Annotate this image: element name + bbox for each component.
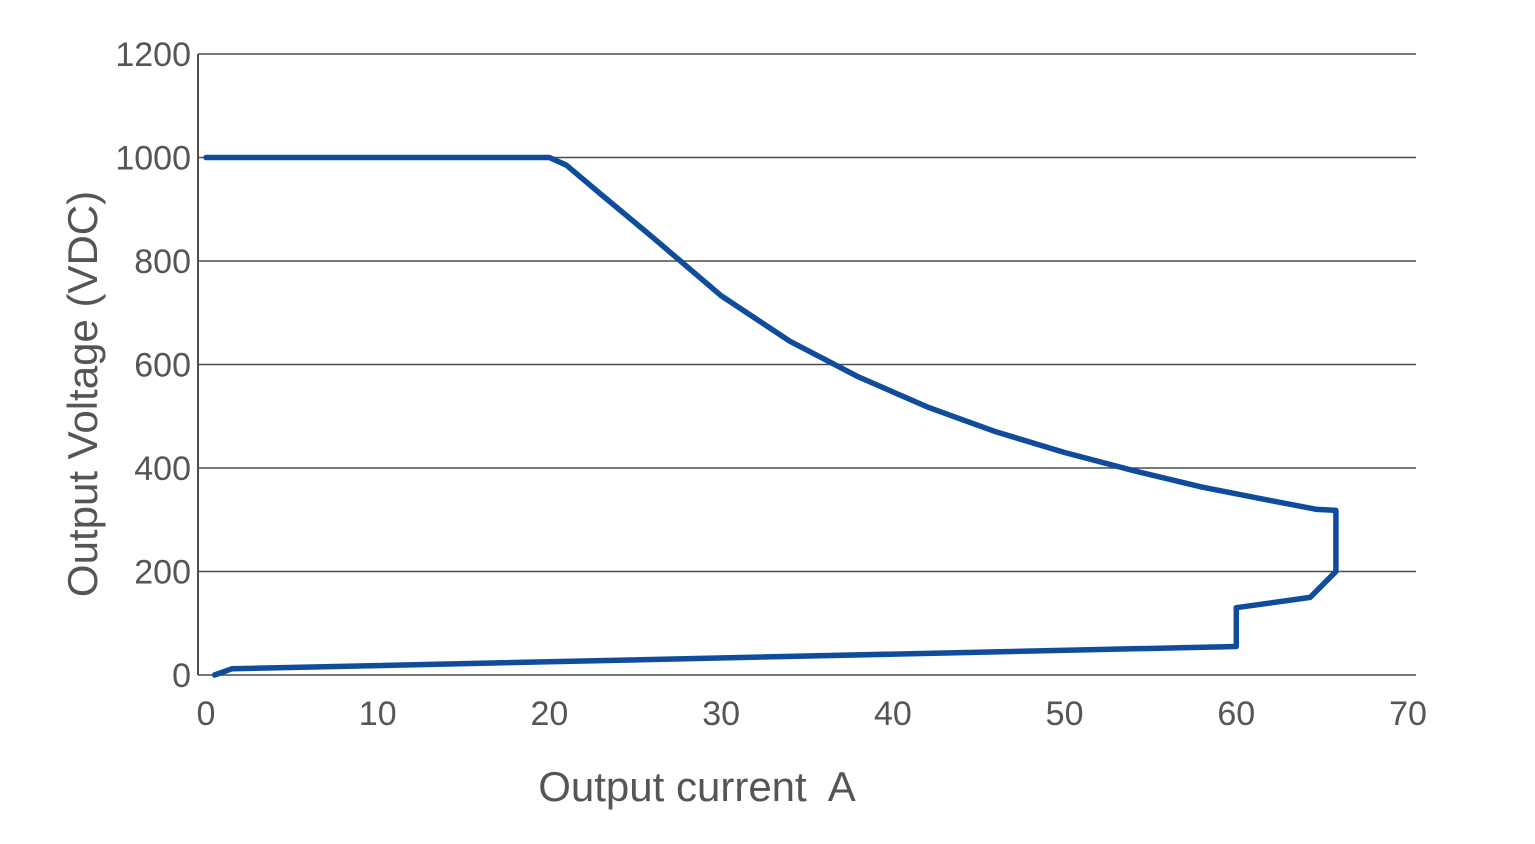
y-tick-label-0: 0: [172, 657, 191, 695]
x-tick-label-30: 30: [702, 695, 740, 733]
y-axis-title: Output Voltage (VDC): [59, 191, 106, 597]
y-tick-label-1200: 1200: [115, 36, 191, 74]
x-tick-labels: 0 10 20 30 40 50 60 70: [197, 695, 1427, 733]
x-tick-label-0: 0: [197, 695, 216, 733]
x-tick-label-70: 70: [1389, 695, 1427, 733]
grid-lines: [198, 53, 1416, 676]
x-tick-label-10: 10: [359, 695, 397, 733]
y-tick-label-200: 200: [134, 554, 191, 592]
y-tick-labels: 0 200 400 600 800 1000 1200: [115, 36, 191, 695]
y-tick-label-600: 600: [134, 347, 191, 385]
x-axis-title: Output current A: [538, 763, 856, 810]
x-tick-label-50: 50: [1046, 695, 1084, 733]
series-line-0: [203, 154, 1339, 678]
y-tick-label-1000: 1000: [115, 140, 191, 178]
x-tick-label-60: 60: [1217, 695, 1255, 733]
series: [203, 154, 1339, 678]
y-tick-label-800: 800: [134, 243, 191, 281]
x-tick-label-40: 40: [874, 695, 912, 733]
x-tick-label-20: 20: [531, 695, 569, 733]
y-tick-label-400: 400: [134, 450, 191, 488]
